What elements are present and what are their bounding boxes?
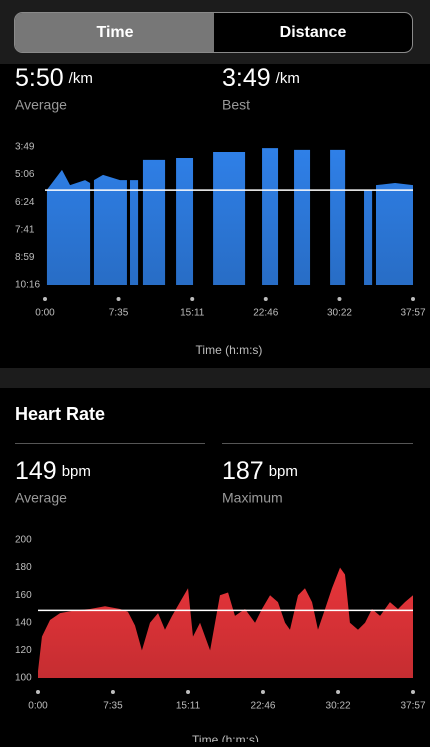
- x-axis-label: Time (h:m:s): [196, 343, 263, 357]
- x-tick-label: 15:11: [180, 308, 205, 319]
- value: 3:49: [222, 64, 271, 92]
- unit: /km: [69, 70, 93, 87]
- area: [46, 148, 413, 285]
- value: 5:50: [15, 64, 64, 92]
- x-tick-dot: [43, 297, 47, 301]
- x-tick-dot: [110, 690, 115, 694]
- x-tick-dot: [116, 297, 121, 301]
- section-divider: [0, 368, 430, 388]
- x-tick-label: 37:57: [400, 701, 425, 712]
- y-tick-label: 160: [15, 590, 32, 601]
- x-tick-dot: [260, 690, 265, 694]
- stat-value: 5:50/km: [15, 64, 93, 92]
- x-tick-label: 22:46: [253, 308, 278, 319]
- x-tick-dot: [36, 690, 40, 694]
- x-tick-dot: [190, 297, 195, 301]
- x-tick-dot: [411, 297, 415, 301]
- y-tick-label: 5:06: [15, 169, 35, 180]
- stat-value: 187 bpm: [222, 457, 298, 485]
- stat-value: 3:49/km: [222, 64, 300, 92]
- y-tick-label: 10:16: [15, 280, 40, 291]
- x-tick-label: 22:46: [250, 701, 275, 712]
- unit: bpm: [62, 463, 91, 480]
- unit: /km: [276, 70, 300, 87]
- x-axis-label: Time (h:m:s): [192, 733, 259, 742]
- x-tick-label: 30:22: [326, 701, 351, 712]
- x-tick-dot: [411, 690, 415, 694]
- value: 149: [15, 457, 57, 485]
- stat-label: Maximum: [222, 490, 283, 506]
- stat-label: Average: [15, 490, 67, 506]
- x-tick-dot: [337, 297, 342, 301]
- y-tick-label: 180: [15, 562, 32, 573]
- x-tick-label: 0:00: [35, 308, 55, 319]
- x-tick-dot: [263, 297, 268, 301]
- stat-value: 149 bpm: [15, 457, 91, 485]
- x-tick-dot: [186, 690, 191, 694]
- x-tick-label: 37:57: [400, 308, 425, 319]
- stat-label: Best: [222, 97, 250, 113]
- x-tick-label: 15:11: [176, 701, 201, 712]
- y-tick-label: 8:59: [15, 252, 35, 263]
- x-tick-label: 30:22: [327, 308, 352, 319]
- y-tick-label: 3:49: [15, 142, 35, 153]
- y-tick-label: 200: [15, 535, 32, 546]
- tab[interactable]: Time: [96, 24, 133, 41]
- y-tick-label: 140: [15, 617, 32, 628]
- tab[interactable]: Distance: [280, 24, 347, 41]
- stat-label: Average: [15, 97, 67, 113]
- x-tick-label: 0:00: [28, 701, 48, 712]
- unit: bpm: [269, 463, 298, 480]
- x-tick-label: 7:35: [103, 701, 123, 712]
- x-tick-label: 7:35: [109, 308, 129, 319]
- y-tick-label: 7:41: [15, 224, 35, 235]
- section-title: Heart Rate: [15, 404, 105, 424]
- y-tick-label: 100: [15, 673, 32, 684]
- x-tick-dot: [336, 690, 341, 694]
- area: [38, 567, 413, 678]
- y-tick-label: 120: [15, 645, 32, 656]
- tab-selected[interactable]: [15, 13, 214, 52]
- value: 187: [222, 457, 264, 485]
- y-tick-label: 6:24: [15, 197, 35, 208]
